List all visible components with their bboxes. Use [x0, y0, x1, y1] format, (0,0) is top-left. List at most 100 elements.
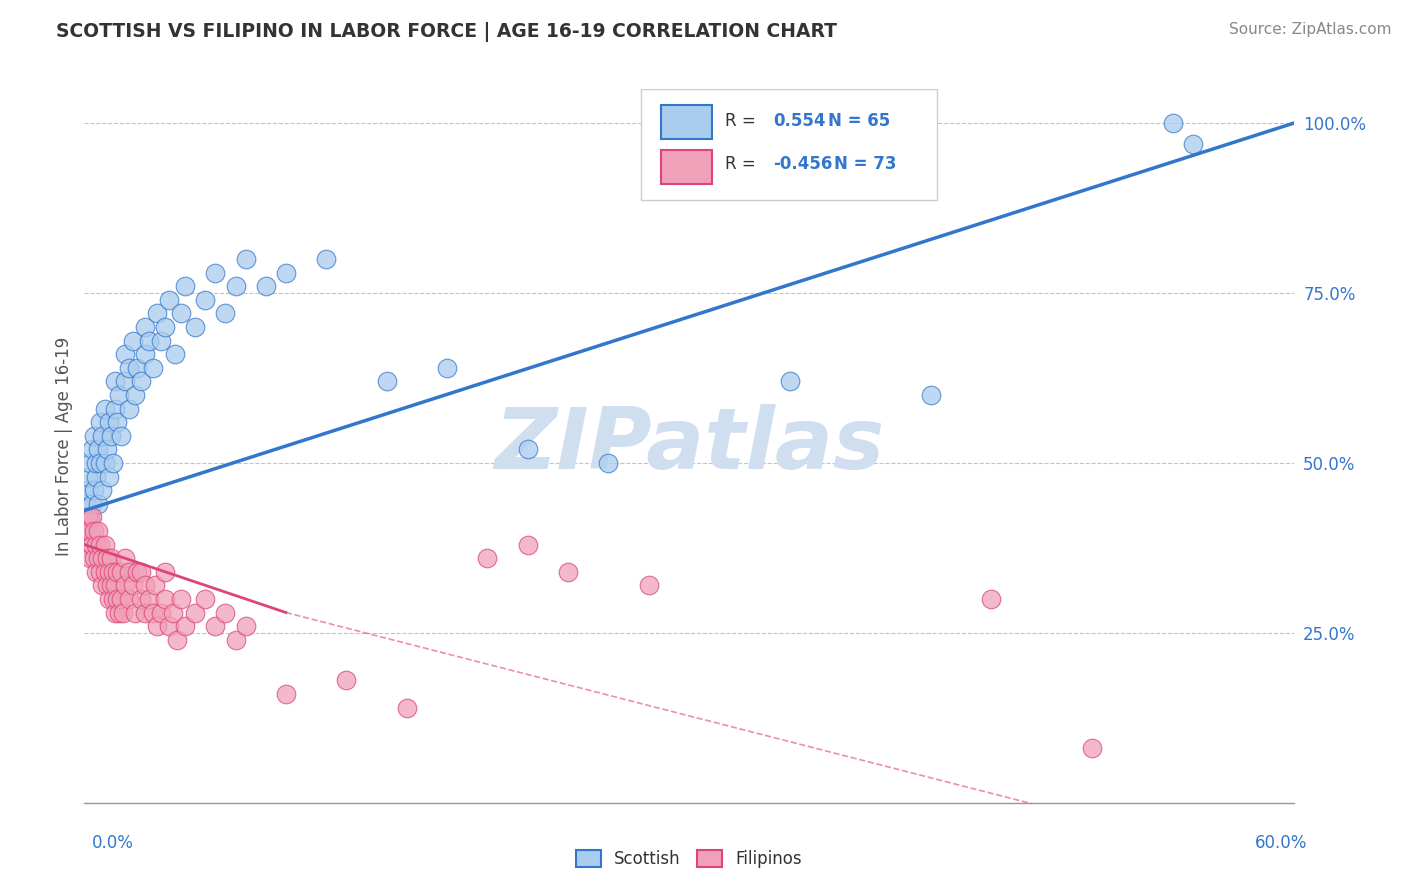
Point — [129, 591, 152, 606]
Point — [124, 606, 146, 620]
Point — [86, 565, 108, 579]
Point — [77, 510, 100, 524]
Point — [235, 619, 257, 633]
Point — [91, 578, 114, 592]
Point — [82, 497, 104, 511]
Point — [142, 606, 165, 620]
Point — [89, 565, 111, 579]
Point — [516, 537, 538, 551]
Text: 0.0%: 0.0% — [91, 834, 134, 852]
Point — [184, 606, 207, 620]
Point — [134, 578, 156, 592]
Point — [96, 442, 118, 457]
Point — [274, 266, 297, 280]
Point — [166, 632, 188, 647]
Point — [105, 591, 128, 606]
Point — [75, 497, 97, 511]
Point — [121, 578, 143, 592]
Point — [170, 591, 193, 606]
Point — [157, 619, 180, 633]
Point — [83, 429, 105, 443]
Point — [149, 334, 172, 348]
Point — [980, 591, 1002, 606]
Point — [138, 591, 160, 606]
Point — [114, 551, 136, 566]
Point — [118, 565, 141, 579]
Point — [1161, 116, 1184, 130]
Point — [129, 565, 152, 579]
Point — [89, 415, 111, 429]
Text: R =: R = — [725, 155, 761, 173]
Point — [105, 565, 128, 579]
Point — [557, 565, 579, 579]
Point — [170, 306, 193, 320]
Point — [146, 619, 169, 633]
Point — [214, 306, 236, 320]
Point — [79, 524, 101, 538]
Point — [97, 469, 120, 483]
Point — [83, 524, 105, 538]
Point — [79, 456, 101, 470]
Point — [86, 456, 108, 470]
Point — [162, 606, 184, 620]
Y-axis label: In Labor Force | Age 16-19: In Labor Force | Age 16-19 — [55, 336, 73, 556]
Point — [86, 537, 108, 551]
Point — [274, 687, 297, 701]
FancyBboxPatch shape — [641, 89, 936, 200]
Point — [96, 551, 118, 566]
Point — [104, 375, 127, 389]
Text: R =: R = — [725, 112, 761, 130]
Point — [87, 551, 110, 566]
Point — [153, 320, 176, 334]
Point — [436, 360, 458, 375]
Point — [138, 334, 160, 348]
Point — [134, 606, 156, 620]
Point — [105, 415, 128, 429]
Point — [89, 537, 111, 551]
Text: N = 73: N = 73 — [834, 155, 897, 173]
Point — [79, 551, 101, 566]
Point — [100, 551, 122, 566]
Point — [87, 497, 110, 511]
Legend: Scottish, Filipinos: Scottish, Filipinos — [567, 842, 811, 877]
Point — [125, 360, 148, 375]
Point — [118, 360, 141, 375]
Point — [920, 388, 942, 402]
Point — [77, 483, 100, 498]
Point — [114, 347, 136, 361]
Point — [97, 415, 120, 429]
Point — [91, 483, 114, 498]
Text: SCOTTISH VS FILIPINO IN LABOR FORCE | AGE 16-19 CORRELATION CHART: SCOTTISH VS FILIPINO IN LABOR FORCE | AG… — [56, 22, 837, 42]
Point — [516, 442, 538, 457]
Point — [225, 279, 247, 293]
Point — [100, 429, 122, 443]
FancyBboxPatch shape — [661, 105, 711, 139]
Text: 60.0%: 60.0% — [1256, 834, 1308, 852]
Point — [477, 551, 499, 566]
Point — [111, 606, 134, 620]
Point — [110, 591, 132, 606]
Point — [114, 375, 136, 389]
Point — [637, 578, 659, 592]
Point — [134, 320, 156, 334]
Point — [143, 578, 166, 592]
Point — [91, 551, 114, 566]
Text: ZIPatlas: ZIPatlas — [494, 404, 884, 488]
Point — [153, 565, 176, 579]
Point — [83, 483, 105, 498]
Point — [335, 673, 357, 688]
Point — [129, 375, 152, 389]
FancyBboxPatch shape — [661, 150, 711, 184]
Point — [101, 591, 124, 606]
Point — [174, 279, 197, 293]
Point — [204, 619, 226, 633]
Point — [118, 401, 141, 416]
Point — [157, 293, 180, 307]
Point — [77, 469, 100, 483]
Point — [83, 551, 105, 566]
Text: 0.554: 0.554 — [773, 112, 827, 130]
Point — [194, 591, 217, 606]
Point — [89, 456, 111, 470]
Point — [82, 537, 104, 551]
Point — [153, 591, 176, 606]
